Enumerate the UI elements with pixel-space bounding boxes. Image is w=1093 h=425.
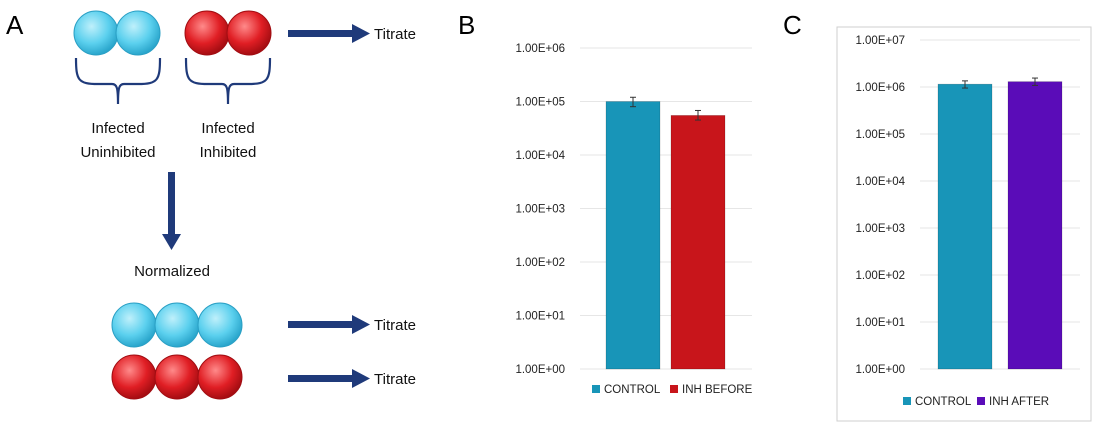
normalized-label: Normalized <box>134 263 210 280</box>
y-tick-label: 1.00E+01 <box>855 317 905 329</box>
group-uninhibited-line1: Infected <box>91 120 144 137</box>
y-tick-label: 1.00E+06 <box>515 43 565 55</box>
brace-inhibited <box>184 57 272 105</box>
legend-label: CONTROL <box>604 384 661 396</box>
cell-blue <box>115 10 161 56</box>
y-tick-label: 1.00E+03 <box>855 223 905 235</box>
cell-red <box>154 354 200 400</box>
panel-c-frame <box>836 26 1092 422</box>
cell-blue <box>197 302 243 348</box>
panel-label-a: A <box>6 10 24 40</box>
bar-inh-before <box>670 115 726 370</box>
y-tick-label: 1.00E+04 <box>855 176 905 188</box>
cell-red <box>184 10 230 56</box>
panel-label-b: B <box>458 10 476 40</box>
bar-control <box>605 101 661 370</box>
legend-label: INH BEFORE <box>682 384 753 396</box>
legend-swatch <box>903 397 911 405</box>
group-uninhibited-line2: Uninhibited <box>80 144 155 161</box>
y-tick-label: 1.00E+06 <box>855 82 905 94</box>
legend-swatch <box>977 397 985 405</box>
legend-swatch <box>592 385 600 393</box>
titrate-label-bottom: Titrate <box>374 371 416 388</box>
y-tick-label: 1.00E+05 <box>515 97 565 109</box>
y-tick-label: 1.00E+00 <box>855 364 905 376</box>
normalize-down-arrow <box>162 172 181 250</box>
cell-red <box>197 354 243 400</box>
bar-inh-after <box>1007 81 1063 370</box>
brace-uninhibited <box>74 57 162 105</box>
y-tick-label: 1.00E+00 <box>515 364 565 376</box>
legend-swatch <box>670 385 678 393</box>
titrate-label-top: Titrate <box>374 26 416 43</box>
legend-label: CONTROL <box>915 396 972 408</box>
panel-a-diagram: Infected Uninhibited Infected Inhibited … <box>73 10 416 400</box>
group-inhibited-line1: Infected <box>201 120 254 137</box>
y-tick-label: 1.00E+05 <box>855 129 905 141</box>
panel-label-c: C <box>783 10 802 40</box>
legend-label: INH AFTER <box>989 396 1049 408</box>
y-tick-label: 1.00E+03 <box>515 204 565 216</box>
y-tick-label: 1.00E+04 <box>515 150 565 162</box>
chart-c: 1.00E+00 1.00E+01 1.00E+02 1.00E+03 1.00E+04… <box>855 35 1080 408</box>
titrate-arrow-top <box>288 24 370 43</box>
chart-b: 1.00E+00 1.00E+01 1.00E+02 1.00E+03 1.00E+04… <box>515 43 752 396</box>
bar-control <box>937 83 993 370</box>
titrate-label-mid: Titrate <box>374 317 416 334</box>
cell-blue <box>111 302 157 348</box>
group-inhibited-line2: Inhibited <box>200 144 257 161</box>
titrate-arrow-bottom <box>288 369 370 388</box>
cell-blue <box>154 302 200 348</box>
y-tick-label: 1.00E+07 <box>855 35 905 47</box>
y-tick-label: 1.00E+02 <box>855 270 905 282</box>
y-tick-label: 1.00E+01 <box>515 311 565 323</box>
cell-blue <box>73 10 119 56</box>
y-tick-label: 1.00E+02 <box>515 257 565 269</box>
cell-red <box>111 354 157 400</box>
titrate-arrow-mid <box>288 315 370 334</box>
cell-red <box>226 10 272 56</box>
